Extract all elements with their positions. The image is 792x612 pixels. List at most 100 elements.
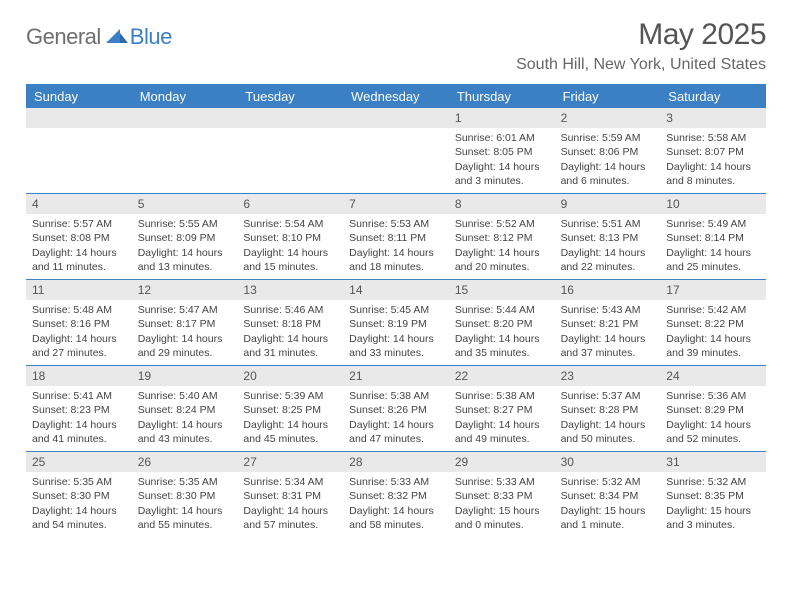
day-number: 25 (26, 452, 132, 472)
weekday-label: Tuesday (237, 84, 343, 108)
day-cell: 31Sunrise: 5:32 AMSunset: 8:35 PMDayligh… (660, 452, 766, 538)
sunset-line: Sunset: 8:32 PM (349, 489, 445, 503)
day-cell: 26Sunrise: 5:35 AMSunset: 8:30 PMDayligh… (132, 452, 238, 538)
empty-cell (343, 108, 449, 193)
sunset-line: Sunset: 8:28 PM (561, 403, 657, 417)
daylight-line: Daylight: 14 hours and 33 minutes. (349, 332, 445, 360)
day-number: 20 (237, 366, 343, 386)
day-number: 8 (449, 194, 555, 214)
day-cell: 22Sunrise: 5:38 AMSunset: 8:27 PMDayligh… (449, 366, 555, 451)
day-number: 27 (237, 452, 343, 472)
day-number: 24 (660, 366, 766, 386)
day-number: 22 (449, 366, 555, 386)
sunrise-line: Sunrise: 5:40 AM (138, 389, 234, 403)
sunrise-line: Sunrise: 5:33 AM (349, 475, 445, 489)
day-number: 5 (132, 194, 238, 214)
day-number: 28 (343, 452, 449, 472)
daylight-line: Daylight: 15 hours and 0 minutes. (455, 504, 551, 532)
sunrise-line: Sunrise: 5:32 AM (561, 475, 657, 489)
day-cell: 14Sunrise: 5:45 AMSunset: 8:19 PMDayligh… (343, 280, 449, 365)
daylight-line: Daylight: 15 hours and 1 minute. (561, 504, 657, 532)
sunset-line: Sunset: 8:16 PM (32, 317, 128, 331)
sunrise-line: Sunrise: 5:36 AM (666, 389, 762, 403)
daylight-line: Daylight: 14 hours and 3 minutes. (455, 160, 551, 188)
sunset-line: Sunset: 8:26 PM (349, 403, 445, 417)
day-number: 6 (237, 194, 343, 214)
weekday-label: Saturday (660, 84, 766, 108)
daylight-line: Daylight: 14 hours and 45 minutes. (243, 418, 339, 446)
weekday-label: Thursday (449, 84, 555, 108)
day-cell: 13Sunrise: 5:46 AMSunset: 8:18 PMDayligh… (237, 280, 343, 365)
day-cell: 19Sunrise: 5:40 AMSunset: 8:24 PMDayligh… (132, 366, 238, 451)
day-cell: 6Sunrise: 5:54 AMSunset: 8:10 PMDaylight… (237, 194, 343, 279)
day-cell: 2Sunrise: 5:59 AMSunset: 8:06 PMDaylight… (555, 108, 661, 193)
day-cell: 23Sunrise: 5:37 AMSunset: 8:28 PMDayligh… (555, 366, 661, 451)
sunset-line: Sunset: 8:11 PM (349, 231, 445, 245)
daylight-line: Daylight: 14 hours and 20 minutes. (455, 246, 551, 274)
daylight-line: Daylight: 14 hours and 29 minutes. (138, 332, 234, 360)
day-number: 29 (449, 452, 555, 472)
sunrise-line: Sunrise: 5:41 AM (32, 389, 128, 403)
day-cell: 15Sunrise: 5:44 AMSunset: 8:20 PMDayligh… (449, 280, 555, 365)
daylight-line: Daylight: 14 hours and 55 minutes. (138, 504, 234, 532)
daylight-line: Daylight: 14 hours and 37 minutes. (561, 332, 657, 360)
sunset-line: Sunset: 8:10 PM (243, 231, 339, 245)
sunset-line: Sunset: 8:35 PM (666, 489, 762, 503)
sunrise-line: Sunrise: 5:54 AM (243, 217, 339, 231)
day-number: 1 (449, 108, 555, 128)
day-number: 3 (660, 108, 766, 128)
day-number: 30 (555, 452, 661, 472)
sunset-line: Sunset: 8:30 PM (138, 489, 234, 503)
day-cell: 30Sunrise: 5:32 AMSunset: 8:34 PMDayligh… (555, 452, 661, 538)
day-cell: 8Sunrise: 5:52 AMSunset: 8:12 PMDaylight… (449, 194, 555, 279)
day-number: 11 (26, 280, 132, 300)
day-cell: 18Sunrise: 5:41 AMSunset: 8:23 PMDayligh… (26, 366, 132, 451)
sunrise-line: Sunrise: 5:52 AM (455, 217, 551, 231)
day-cell: 7Sunrise: 5:53 AMSunset: 8:11 PMDaylight… (343, 194, 449, 279)
sunrise-line: Sunrise: 5:34 AM (243, 475, 339, 489)
day-cell: 27Sunrise: 5:34 AMSunset: 8:31 PMDayligh… (237, 452, 343, 538)
sunrise-line: Sunrise: 5:47 AM (138, 303, 234, 317)
weekday-label: Sunday (26, 84, 132, 108)
day-cell: 1Sunrise: 6:01 AMSunset: 8:05 PMDaylight… (449, 108, 555, 193)
sunrise-line: Sunrise: 5:35 AM (138, 475, 234, 489)
sunrise-line: Sunrise: 5:43 AM (561, 303, 657, 317)
week-row: 25Sunrise: 5:35 AMSunset: 8:30 PMDayligh… (26, 452, 766, 538)
brand-part1: General (26, 24, 101, 50)
day-cell: 29Sunrise: 5:33 AMSunset: 8:33 PMDayligh… (449, 452, 555, 538)
daylight-line: Daylight: 14 hours and 52 minutes. (666, 418, 762, 446)
sunrise-line: Sunrise: 5:38 AM (455, 389, 551, 403)
daylight-line: Daylight: 14 hours and 35 minutes. (455, 332, 551, 360)
sunset-line: Sunset: 8:06 PM (561, 145, 657, 159)
daylight-line: Daylight: 14 hours and 22 minutes. (561, 246, 657, 274)
daylight-line: Daylight: 14 hours and 54 minutes. (32, 504, 128, 532)
sunrise-line: Sunrise: 5:33 AM (455, 475, 551, 489)
sunset-line: Sunset: 8:08 PM (32, 231, 128, 245)
day-number: 21 (343, 366, 449, 386)
sunrise-line: Sunrise: 5:49 AM (666, 217, 762, 231)
weekday-label: Monday (132, 84, 238, 108)
day-cell: 25Sunrise: 5:35 AMSunset: 8:30 PMDayligh… (26, 452, 132, 538)
sunrise-line: Sunrise: 5:38 AM (349, 389, 445, 403)
day-cell: 21Sunrise: 5:38 AMSunset: 8:26 PMDayligh… (343, 366, 449, 451)
week-row: 1Sunrise: 6:01 AMSunset: 8:05 PMDaylight… (26, 108, 766, 194)
day-cell: 4Sunrise: 5:57 AMSunset: 8:08 PMDaylight… (26, 194, 132, 279)
sunset-line: Sunset: 8:20 PM (455, 317, 551, 331)
sunset-line: Sunset: 8:29 PM (666, 403, 762, 417)
daylight-line: Daylight: 14 hours and 49 minutes. (455, 418, 551, 446)
daylight-line: Daylight: 14 hours and 50 minutes. (561, 418, 657, 446)
brand-triangle-icon (106, 27, 128, 48)
sunset-line: Sunset: 8:07 PM (666, 145, 762, 159)
brand-logo: General Blue (26, 24, 172, 50)
day-number: 2 (555, 108, 661, 128)
sunset-line: Sunset: 8:25 PM (243, 403, 339, 417)
day-cell: 11Sunrise: 5:48 AMSunset: 8:16 PMDayligh… (26, 280, 132, 365)
brand-part2: Blue (130, 24, 172, 50)
day-cell: 3Sunrise: 5:58 AMSunset: 8:07 PMDaylight… (660, 108, 766, 193)
daylight-line: Daylight: 14 hours and 27 minutes. (32, 332, 128, 360)
day-cell: 17Sunrise: 5:42 AMSunset: 8:22 PMDayligh… (660, 280, 766, 365)
weeks-grid: 1Sunrise: 6:01 AMSunset: 8:05 PMDaylight… (26, 108, 766, 538)
day-number: 10 (660, 194, 766, 214)
sunset-line: Sunset: 8:24 PM (138, 403, 234, 417)
empty-cell (26, 108, 132, 193)
